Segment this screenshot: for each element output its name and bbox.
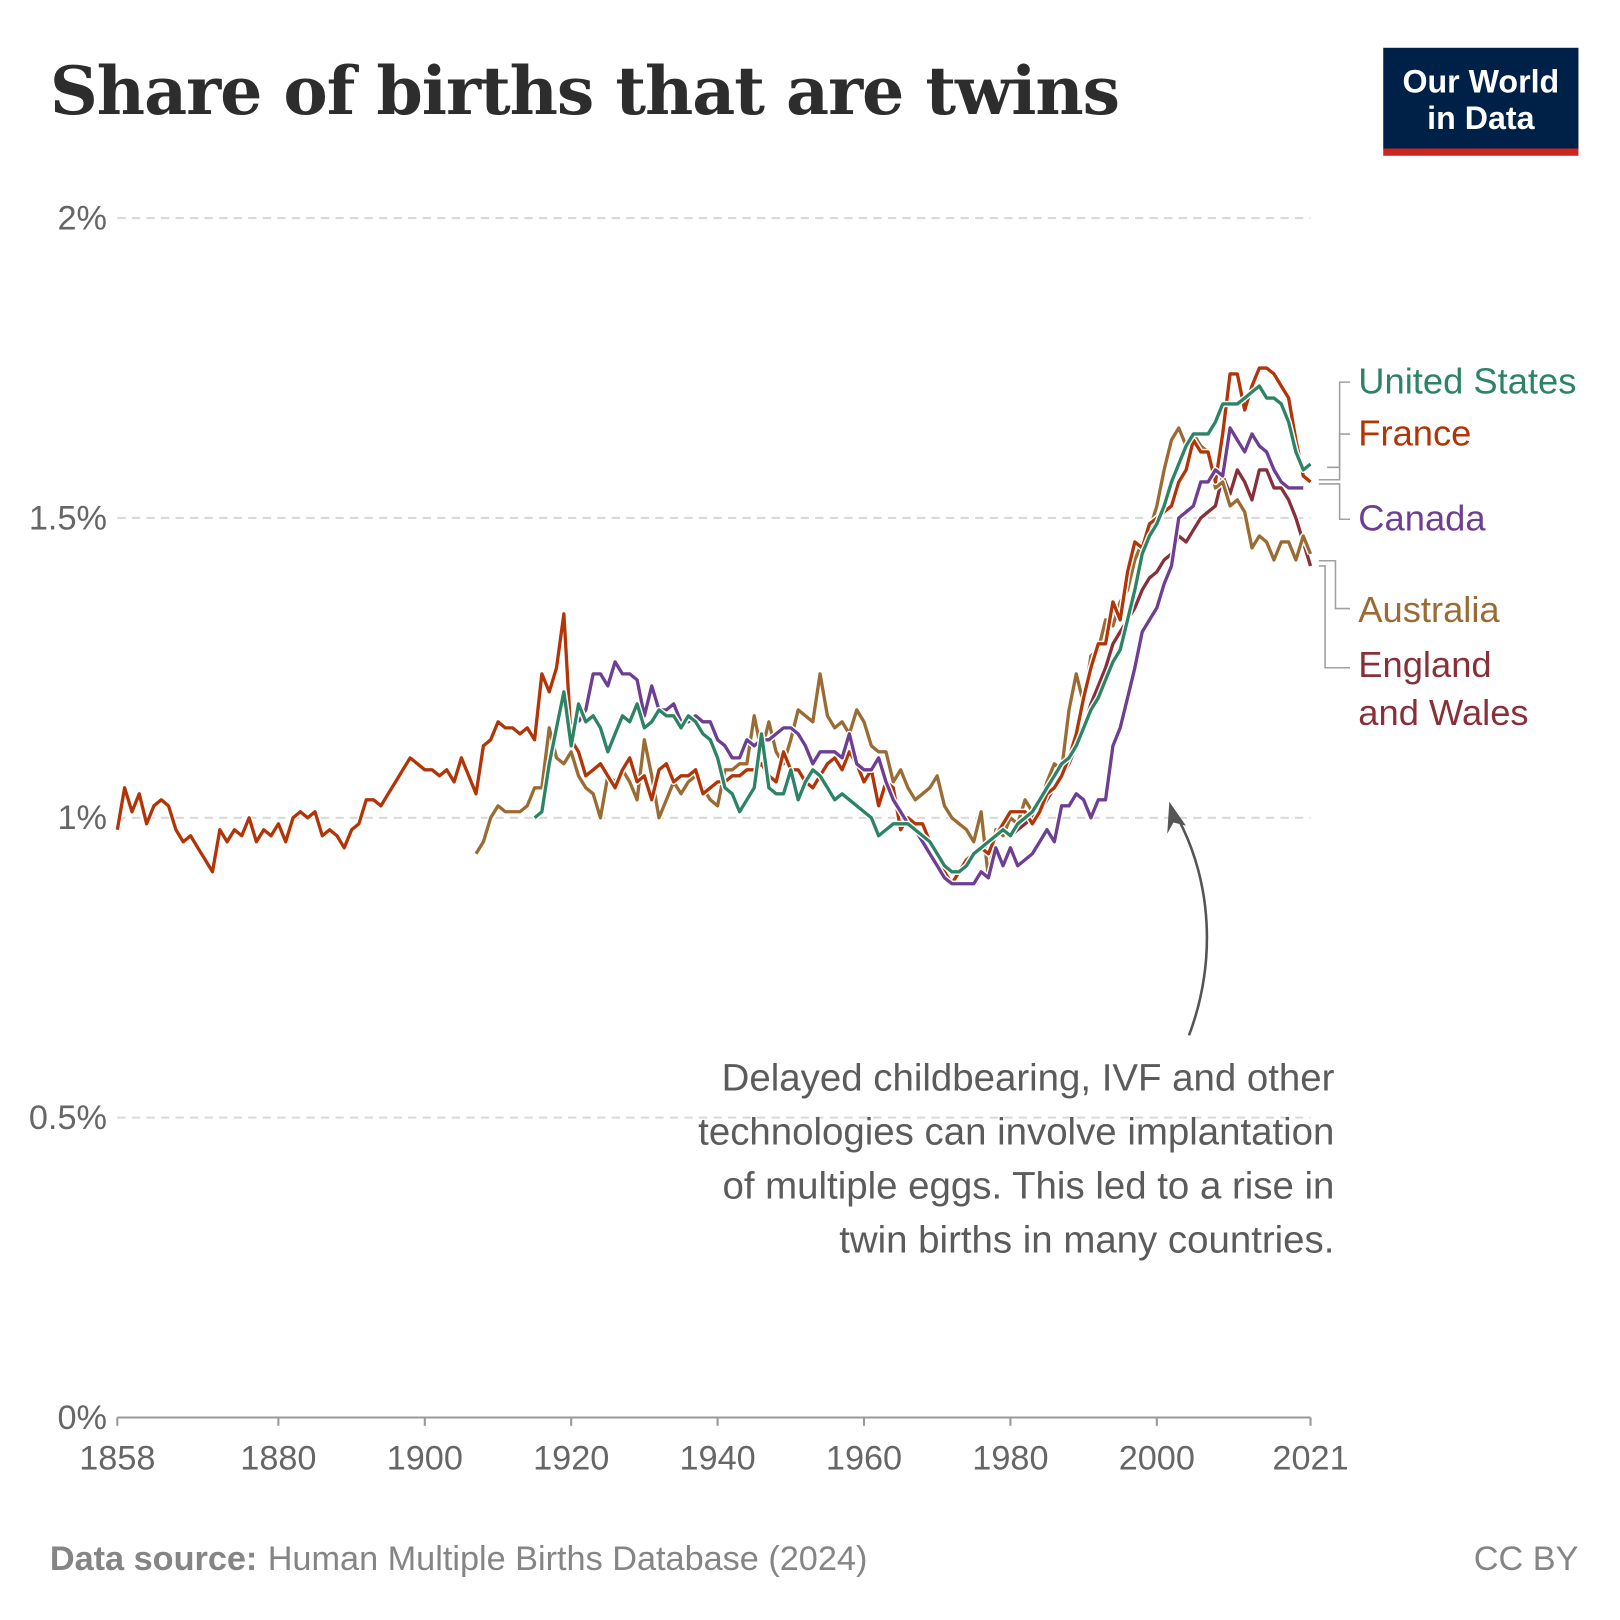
gridlines	[117, 217, 1311, 1119]
y-axis: 0% 0.5% 1% 1.5% 2%	[29, 199, 107, 1436]
series-lines	[114, 364, 1314, 887]
annotation-line-1: Delayed childbearing, IVF and other	[722, 1056, 1335, 1099]
annotation-line-3: of multiple eggs. This led to a rise in	[722, 1164, 1334, 1207]
x-axis: 1858 1880 1900 1920 1940 1960 1980 2000 2021	[79, 1416, 1349, 1477]
legend-label[interactable]: France	[1358, 412, 1471, 453]
x-tick-label: 2021	[1272, 1439, 1348, 1477]
legend-label-line-2: and Wales	[1358, 692, 1528, 733]
license[interactable]: CC BY	[1474, 1540, 1579, 1578]
logo-line-1: Our World	[1402, 63, 1559, 99]
series-line-united-states[interactable]	[533, 384, 1312, 874]
logo-line-2: in Data	[1427, 100, 1535, 136]
y-tick-label: 0%	[57, 1399, 107, 1437]
series-line-france[interactable]	[115, 366, 1312, 886]
series-line-canada[interactable]	[577, 426, 1304, 886]
series-halo	[575, 424, 1304, 887]
y-tick-label: 2%	[57, 199, 107, 237]
x-tick-label: 1858	[79, 1439, 155, 1477]
annotation: Delayed childbearing, IVF and other tech…	[698, 801, 1335, 1261]
series-line-australia[interactable]	[474, 426, 1313, 880]
x-tick-label: 1980	[972, 1439, 1048, 1477]
legend-label[interactable]: Canada	[1358, 498, 1486, 539]
legend-label-england-wales[interactable]: England and Wales	[1358, 644, 1528, 733]
y-tick-label: 1.5%	[29, 499, 107, 537]
annotation-arrow	[1172, 809, 1209, 1036]
annotation-line-4: twin births in many countries.	[839, 1218, 1334, 1261]
x-tick-label: 1900	[387, 1439, 463, 1477]
legend-label-line-1: England	[1358, 644, 1491, 685]
arrow-head-icon	[1167, 801, 1186, 834]
x-tick-label: 2000	[1119, 1439, 1195, 1477]
legend: United States France Canada Australia Englan…	[1358, 361, 1576, 733]
legend-label[interactable]: Australia	[1358, 589, 1500, 630]
legend-label[interactable]: United States	[1358, 361, 1576, 402]
source-label: Data source:	[50, 1540, 257, 1578]
x-tick-label: 1940	[680, 1439, 756, 1477]
owid-logo[interactable]: Our World in Data	[1383, 47, 1579, 156]
y-tick-label: 1%	[57, 799, 107, 837]
source-text[interactable]: Human Multiple Births Database (2024)	[268, 1540, 868, 1578]
data-source: Data source: Human Multiple Births Databa…	[50, 1540, 868, 1578]
x-tick-label: 1920	[533, 1439, 609, 1477]
x-tick-label: 1960	[826, 1439, 902, 1477]
legend-connectors	[1318, 381, 1350, 669]
page-title: Share of births that are twins	[50, 52, 1119, 130]
y-tick-label: 0.5%	[29, 1099, 107, 1137]
x-tick-label: 1880	[240, 1439, 316, 1477]
annotation-line-2: technologies can involve implantation	[698, 1110, 1334, 1153]
